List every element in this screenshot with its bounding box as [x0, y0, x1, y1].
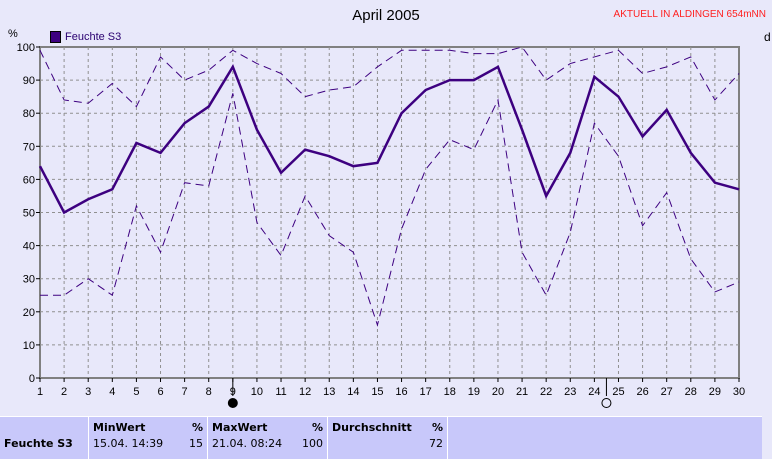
- y-tick-label: 90: [23, 75, 35, 87]
- min-value: 15: [189, 437, 203, 450]
- x-tick-label: 10: [251, 386, 263, 398]
- x-tick-label: 23: [564, 386, 576, 398]
- min-unit: %: [191, 421, 203, 434]
- x-tick-label: 17: [420, 386, 432, 398]
- x-tick-label: 18: [444, 386, 456, 398]
- max-value: 100: [302, 437, 323, 450]
- x-tick-label: 1: [37, 386, 43, 398]
- y-tick-label: 20: [23, 307, 35, 319]
- x-tick-label: 2: [61, 386, 67, 398]
- x-tick-label: 22: [540, 386, 552, 398]
- max-unit: %: [311, 421, 323, 434]
- min-label: MinWert: [93, 421, 146, 434]
- x-tick-label: 11: [275, 386, 286, 398]
- x-tick-label: 29: [709, 386, 721, 398]
- x-tick-label: 4: [109, 386, 115, 398]
- x-tick-label: 30: [733, 386, 745, 398]
- right-axis-label: d: [764, 30, 771, 44]
- avg-label: Durchschnitt: [332, 421, 412, 434]
- series-line-2: [40, 93, 740, 327]
- x-tick-label: 6: [157, 386, 163, 398]
- max-label: MaxWert: [212, 421, 268, 434]
- x-tick-label: 25: [612, 386, 624, 398]
- y-tick-label: 60: [23, 174, 35, 186]
- y-tick-label: 30: [23, 274, 35, 286]
- y-tick-label: 70: [23, 141, 35, 153]
- min-time: 15.04. 14:39: [93, 437, 164, 450]
- x-tick-label: 16: [395, 386, 407, 398]
- y-axis-unit: %: [8, 28, 18, 40]
- new-moon-icon: [601, 398, 612, 408]
- y-tick-label: 100: [17, 42, 35, 54]
- x-tick-label: 3: [85, 386, 91, 398]
- x-tick-label: 12: [299, 386, 311, 398]
- x-tick-label: 14: [347, 386, 359, 398]
- x-tick-label: 7: [182, 386, 188, 398]
- x-tick-label: 21: [516, 386, 528, 398]
- series-line-1: [39, 46, 740, 108]
- chart-title: April 2005: [352, 7, 420, 24]
- avg-value: 72: [429, 437, 443, 450]
- y-tick-label: 80: [23, 108, 35, 120]
- y-tick-label: 10: [23, 340, 35, 352]
- x-tick-label: 8: [206, 386, 212, 398]
- sensor-label: Feuchte S3: [4, 437, 73, 450]
- x-tick-label: 5: [133, 386, 139, 398]
- stats-panel: Feuchte S3 MinWert% 15.04. 14:39 15 MaxWer…: [0, 416, 762, 459]
- x-tick-label: 13: [323, 386, 335, 398]
- legend-label: Feuchte S3: [65, 31, 122, 43]
- x-tick-label: 27: [661, 386, 673, 398]
- x-tick-label: 15: [371, 386, 383, 398]
- avg-unit: %: [431, 421, 443, 434]
- y-tick-label: 40: [23, 241, 35, 253]
- legend: Feuchte S3: [50, 31, 121, 43]
- x-tick-label: 20: [492, 386, 504, 398]
- full-moon-icon: [227, 398, 238, 408]
- legend-swatch: [50, 31, 61, 43]
- location-note: AKTUELL IN ALDINGEN 654mNN: [613, 9, 766, 20]
- y-tick-label: 50: [23, 208, 35, 220]
- x-tick-label: 24: [588, 386, 600, 398]
- y-tick-label: 0: [29, 373, 35, 385]
- series-line-0: [38, 64, 740, 215]
- x-tick-label: 28: [685, 386, 697, 398]
- x-tick-label: 26: [636, 386, 648, 398]
- x-tick-label: 19: [468, 386, 480, 398]
- max-time: 21.04. 08:24: [212, 437, 283, 450]
- chart: 0102030405060708090100123456789101112131…: [17, 42, 745, 408]
